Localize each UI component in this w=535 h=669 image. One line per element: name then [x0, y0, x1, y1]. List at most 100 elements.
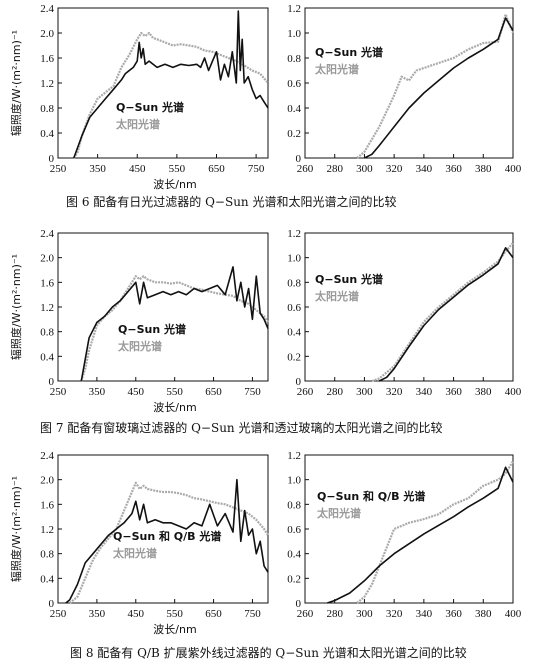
x-tick-label: 320 — [386, 386, 403, 398]
series-solar-line — [72, 31, 269, 159]
x-tick-label: 350 — [89, 163, 106, 175]
legend-label: 太阳光谱 — [112, 546, 157, 560]
y-tick-label: 0.6 — [287, 78, 301, 90]
series-solar-line — [356, 460, 514, 604]
series-qsun-line — [80, 266, 269, 382]
x-tick-label: 400 — [505, 163, 522, 175]
y-tick-label: 1.2 — [287, 3, 301, 15]
y-tick-label: 0.6 — [287, 524, 301, 536]
series-qsun-line — [364, 17, 514, 159]
y-tick-label: 0.4 — [287, 103, 301, 115]
x-tick-label: 650 — [205, 608, 222, 620]
x-tick-label: 260 — [297, 163, 314, 175]
y-axis-label: 辐照度/W·(m²·nm)⁻¹ — [9, 30, 23, 136]
y-tick-label: 0.2 — [287, 128, 301, 140]
plot-frame — [304, 454, 514, 604]
y-tick-label: 0 — [49, 153, 55, 165]
x-tick-label: 550 — [166, 386, 183, 398]
x-tick-label: 320 — [386, 608, 403, 620]
y-tick-label: 0.6 — [287, 302, 301, 314]
y-tick-label: 0 — [49, 376, 55, 388]
y-tick-label: 0.4 — [40, 351, 54, 363]
y-tick-label: 2.0 — [40, 28, 54, 40]
x-tick-label: 320 — [386, 163, 403, 175]
legend-label: Q−Sun 光谱 — [315, 45, 383, 59]
y-tick-label: 1.0 — [287, 475, 301, 487]
y-tick-label: 2.4 — [40, 3, 54, 15]
x-tick-label: 450 — [128, 386, 145, 398]
y-tick-label: 1.2 — [40, 524, 54, 536]
x-tick-label: 340 — [416, 163, 433, 175]
x-tick-label: 650 — [205, 386, 222, 398]
y-tick-label: 0.4 — [287, 327, 301, 339]
y-tick-label: 1.2 — [40, 302, 54, 314]
x-tick-label: 260 — [297, 386, 314, 398]
x-tick-label: 380 — [475, 608, 492, 620]
y-tick-label: 1.6 — [40, 53, 54, 65]
y-tick-label: 1.6 — [40, 499, 54, 511]
x-tick-label: 250 — [50, 608, 67, 620]
x-tick-label: 350 — [89, 608, 106, 620]
plot-frame — [304, 7, 514, 159]
x-axis-label: 波长/nm — [153, 178, 196, 191]
x-tick-label: 450 — [128, 608, 145, 620]
y-tick-label: 2.4 — [40, 228, 54, 240]
x-tick-label: 550 — [169, 163, 186, 175]
series-qsun-line — [73, 10, 269, 159]
legend-label: Q−Sun 和 Q/B 光谱 — [113, 529, 221, 543]
series-qsun-line — [327, 466, 514, 604]
legend-label: 太阳光谱 — [314, 289, 359, 303]
figure-caption: 图 6 配备有日光过滤器的 Q−Sun 光谱和太阳光谱之间的比较 — [66, 194, 396, 209]
chart-fig8-left: 0 0.4 0.8 1.2 1.6 2.0 2.4 250 350 450 550 650 750 波长/… — [9, 450, 269, 636]
x-tick-label: 300 — [356, 608, 373, 620]
x-axis-label: 波长/nm — [153, 401, 196, 414]
x-tick-label: 340 — [416, 386, 433, 398]
y-tick-label: 2.0 — [40, 475, 54, 487]
plot-frame — [304, 232, 514, 382]
y-tick-label: 1.0 — [287, 253, 301, 265]
series-solar-line — [356, 13, 515, 159]
y-tick-label: 1.6 — [40, 277, 54, 289]
x-axis-label: 波长/nm — [153, 623, 196, 636]
series-solar-line — [371, 242, 514, 383]
series-qsun-line — [65, 478, 269, 604]
y-tick-label: 1.2 — [287, 450, 301, 462]
x-tick-label: 750 — [248, 163, 265, 175]
x-tick-label: 280 — [326, 386, 343, 398]
y-tick-label: 0.4 — [287, 549, 301, 561]
y-tick-label: 0.8 — [40, 103, 54, 115]
x-tick-label: 750 — [244, 386, 261, 398]
y-tick-label: 0.4 — [40, 128, 54, 140]
x-tick-label: 400 — [505, 608, 522, 620]
y-tick-label: 0 — [49, 598, 55, 610]
x-tick-label: 550 — [166, 608, 183, 620]
y-tick-label: 0.8 — [287, 277, 301, 289]
legend-label: Q−Sun 光谱 — [118, 322, 186, 336]
y-tick-label: 0 — [296, 153, 302, 165]
figure-caption: 图 8 配备有 Q/B 扩展紫外线过滤器的 Q−Sun 光谱和太阳光谱之间的比较 — [70, 645, 467, 660]
x-tick-label: 280 — [326, 608, 343, 620]
x-tick-label: 260 — [297, 608, 314, 620]
figure-caption: 图 7 配备有窗玻璃过滤器的 Q−Sun 光谱和透过玻璃的太阳光谱之间的比较 — [40, 420, 442, 435]
x-tick-label: 350 — [89, 386, 106, 398]
plot-frame — [57, 232, 269, 382]
y-tick-label: 0 — [296, 598, 302, 610]
y-axis-label: 辐照度/W·(m²·nm)⁻¹ — [9, 476, 23, 582]
chart-fig6-right: 0 0.2 0.4 0.6 0.8 1.0 1.2 260 280 300 320 340 360 380… — [287, 3, 522, 175]
x-tick-label: 360 — [445, 608, 462, 620]
x-tick-label: 340 — [416, 608, 433, 620]
chart-fig7-right: 0 0.2 0.4 0.6 0.8 1.0 1.2 260 280 300 320 340 360 380… — [287, 228, 522, 398]
y-tick-label: 0.8 — [287, 53, 301, 65]
x-tick-label: 250 — [50, 163, 67, 175]
y-tick-label: 0.8 — [40, 549, 54, 561]
x-tick-label: 360 — [445, 163, 462, 175]
y-tick-label: 1.0 — [287, 28, 301, 40]
x-tick-label: 300 — [356, 386, 373, 398]
y-tick-label: 0 — [296, 376, 302, 388]
chart-fig7-left: 0 0.4 0.8 1.2 1.6 2.0 2.4 250 350 450 550 650 750 波长/… — [9, 228, 269, 414]
y-tick-label: 1.2 — [287, 228, 301, 240]
x-tick-label: 450 — [129, 163, 146, 175]
x-tick-label: 300 — [356, 163, 373, 175]
y-tick-label: 0.8 — [287, 499, 301, 511]
